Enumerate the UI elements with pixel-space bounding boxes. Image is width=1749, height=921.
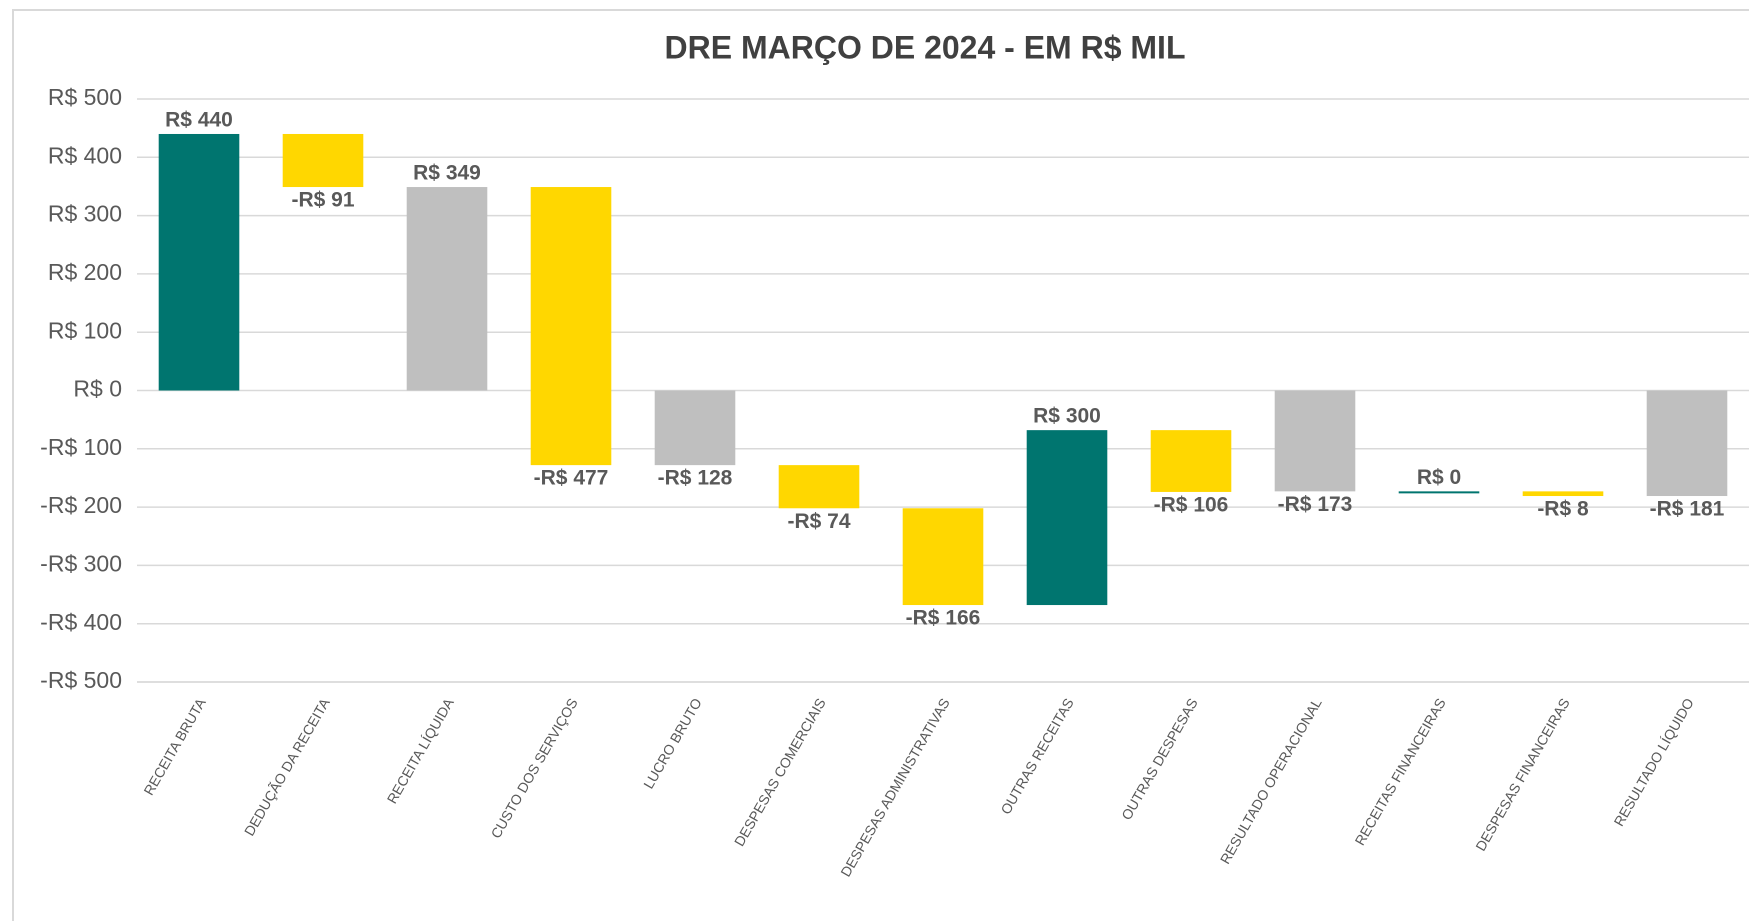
- bar: [1646, 390, 1728, 497]
- value-label: -R$ 91: [291, 189, 354, 212]
- value-label: R$ 440: [165, 109, 233, 132]
- value-label: -R$ 74: [787, 510, 850, 533]
- y-tick-label: -R$ 100: [40, 434, 122, 460]
- value-label: R$ 300: [1033, 405, 1101, 428]
- y-tick-label: R$ 400: [48, 142, 122, 168]
- bar: [902, 508, 984, 606]
- value-label: R$ 0: [1417, 466, 1461, 489]
- bar: [1150, 430, 1232, 492]
- value-label: -R$ 173: [1278, 493, 1353, 516]
- y-tick-label: -R$ 500: [40, 667, 122, 693]
- y-tick-label: -R$ 200: [40, 492, 122, 518]
- bar: [406, 187, 488, 391]
- value-label: -R$ 106: [1154, 493, 1229, 516]
- value-label: -R$ 181: [1650, 498, 1725, 521]
- y-tick-label: -R$ 300: [40, 550, 122, 576]
- bar: [1398, 491, 1480, 494]
- y-tick-label: R$ 200: [48, 259, 122, 285]
- bar: [778, 465, 860, 509]
- chart-title: DRE MARÇO DE 2024 - EM R$ MIL: [665, 29, 1186, 65]
- y-tick-label: R$ 500: [48, 84, 122, 110]
- bar: [1274, 390, 1356, 492]
- bar: [158, 133, 240, 391]
- bar: [654, 390, 736, 466]
- value-label: -R$ 128: [658, 467, 733, 490]
- value-label: -R$ 8: [1537, 498, 1589, 521]
- value-label: -R$ 477: [534, 467, 609, 490]
- y-tick-label: R$ 300: [48, 201, 122, 227]
- y-tick-label: R$ 0: [73, 376, 122, 402]
- value-label: R$ 349: [413, 162, 481, 185]
- bar: [1522, 491, 1604, 497]
- bar: [282, 133, 364, 188]
- y-tick-label: R$ 100: [48, 317, 122, 343]
- bar: [530, 187, 612, 466]
- bar: [1026, 430, 1108, 606]
- value-label: -R$ 166: [906, 607, 981, 630]
- y-tick-label: -R$ 400: [40, 609, 122, 635]
